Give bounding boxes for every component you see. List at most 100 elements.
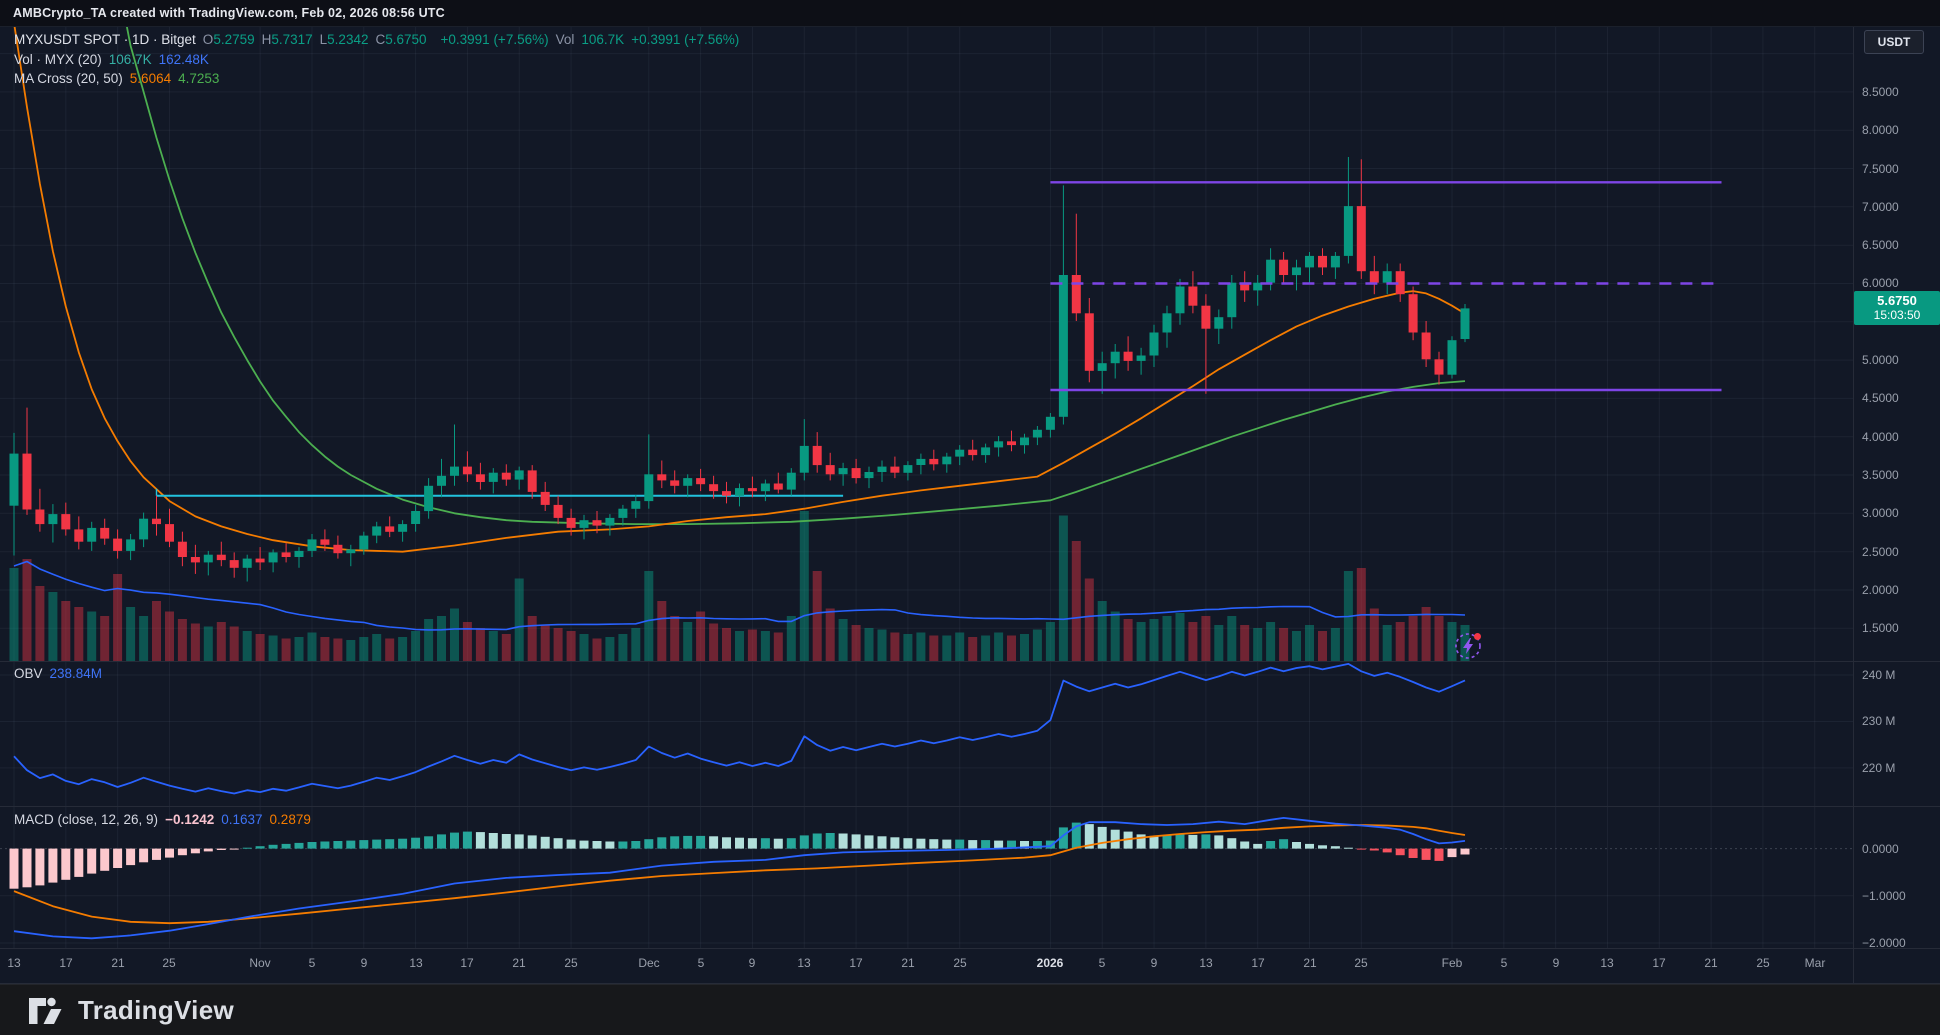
- time-axis-label: 9: [1552, 956, 1560, 970]
- live-pulse-icon: [1455, 633, 1481, 659]
- price-axis-label: 3.0000: [1862, 506, 1899, 521]
- obv-axis-label: 240 M: [1862, 668, 1896, 682]
- price-axis-label: 7.0000: [1862, 199, 1899, 214]
- tradingview-wordmark: TradingView: [78, 995, 234, 1025]
- time-axis-label: 21: [901, 956, 915, 970]
- time-axis-label: 13: [1199, 956, 1213, 970]
- macd-main-line: [13, 817, 1466, 940]
- price-axis-label: 7.5000: [1862, 161, 1899, 176]
- ohlc-value: 5.2759: [213, 32, 255, 47]
- header-bar: AMBCrypto_TA created with TradingView.co…: [0, 0, 1940, 27]
- vol-key: Vol: [555, 32, 575, 47]
- time-axis-label: 5: [1500, 956, 1508, 970]
- time-axis-label: 13: [409, 956, 423, 970]
- time-axis-label: 5: [697, 956, 705, 970]
- ohlc-key: O: [202, 32, 214, 47]
- obv-line: [13, 663, 1466, 795]
- ma50-line: [124, 18, 1466, 525]
- obv-value: 238.84M: [49, 666, 103, 681]
- time-axis-label: Mar: [1804, 956, 1826, 970]
- symbol-legend-row[interactable]: MYXUSDT SPOT · 1D · Bitget O5.2759 H5.731…: [14, 32, 739, 47]
- ma-cross-legend-row[interactable]: MA Cross (20, 50) 5.6064 4.7253: [14, 71, 219, 86]
- price-axis-label: 4.0000: [1862, 429, 1899, 444]
- time-axis-label: 9: [748, 956, 756, 970]
- obv-title: OBV: [14, 666, 43, 681]
- countdown-timer: 15:03:50: [1873, 308, 1921, 323]
- ma-fast-value: 5.6064: [129, 71, 172, 86]
- price-axis-label: 2.5000: [1862, 544, 1899, 559]
- time-axis-label: Nov: [249, 956, 271, 970]
- ma-cross-title: MA Cross (20, 50): [14, 71, 123, 86]
- time-axis-label: 25: [564, 956, 578, 970]
- obv-legend-row[interactable]: OBV 238.84M: [14, 666, 102, 681]
- time-axis-label: 2026: [1036, 956, 1064, 970]
- ohlc-key: L: [319, 32, 328, 47]
- time-axis-label: 9: [360, 956, 368, 970]
- obv-axis-label: 230 M: [1862, 714, 1896, 729]
- macd-legend-row[interactable]: MACD (close, 12, 26, 9) −0.1242 0.1637 0…: [14, 812, 311, 827]
- ma-slow-value: 4.7253: [178, 71, 220, 86]
- volume-indicator-title: Vol · MYX (20): [14, 52, 102, 67]
- time-axis-label: 17: [59, 956, 73, 970]
- time-axis-label: 21: [512, 956, 526, 970]
- ohlc-value: 5.7317: [271, 32, 313, 47]
- time-axis-label: 25: [953, 956, 967, 970]
- time-axis-label: 17: [460, 956, 474, 970]
- last-price-value: 5.6750: [1877, 293, 1917, 309]
- ohlc-value: 5.6750: [385, 32, 427, 47]
- macd-axis-label: −1.0000: [1862, 888, 1906, 903]
- price-axis-label: 6.0000: [1862, 276, 1899, 291]
- time-axis-label: 17: [849, 956, 863, 970]
- footer-bar: TradingView: [0, 984, 1940, 1035]
- time-axis-label: Feb: [1441, 956, 1463, 970]
- price-axis-label: 5.0000: [1862, 353, 1899, 368]
- price-axis-label: 8.5000: [1862, 84, 1899, 99]
- time-axis-label: 17: [1251, 956, 1265, 970]
- price-axis-label: 3.5000: [1862, 468, 1899, 483]
- grid-horizontal: [0, 53, 1853, 944]
- time-axis-label: 5: [1098, 956, 1106, 970]
- vol-change: +0.3991 (+7.56%): [631, 32, 740, 47]
- time-axis-label: 13: [1600, 956, 1614, 970]
- time-axis-label: 13: [7, 956, 21, 970]
- price-axis-label: 8.0000: [1862, 123, 1899, 138]
- macd-axis-label: 0.0000: [1862, 841, 1899, 856]
- macd-hist-value: −0.1242: [165, 812, 215, 827]
- volume-indicator-legend-row[interactable]: Vol · MYX (20) 106.7K 162.48K: [14, 52, 209, 67]
- grid-vertical: [13, 26, 1816, 949]
- macd-axis-label: −2.0000: [1862, 936, 1906, 950]
- time-axis-label: 9: [1150, 956, 1158, 970]
- time-axis-label: 21: [1704, 956, 1718, 970]
- time-axis-label: 21: [111, 956, 125, 970]
- time-axis-label: 17: [1652, 956, 1666, 970]
- header-title: AMBCrypto_TA created with TradingView.co…: [13, 6, 445, 20]
- price-axis-label: 2.0000: [1862, 582, 1899, 597]
- time-axis-label: 21: [1303, 956, 1317, 970]
- candlestick-series: [9, 157, 1470, 582]
- price-axis-label: 1.5000: [1862, 621, 1899, 636]
- vol-value: 106.7K: [581, 32, 625, 47]
- ohlc-key: H: [261, 32, 272, 47]
- macd-histogram: [9, 822, 1470, 889]
- volume-bars: [9, 511, 1470, 661]
- currency-usdt-button[interactable]: USDT: [1864, 30, 1924, 54]
- ma20-line: [13, 22, 1466, 553]
- ohlc-values: O5.2759 H5.7317 L5.2342 C5.6750: [203, 32, 434, 47]
- time-axis-label: Dec: [638, 956, 660, 970]
- volume-ma-line: [13, 560, 1466, 631]
- last-price-badge: 5.6750 15:03:50: [1854, 291, 1940, 326]
- tradingview-logo-icon: [29, 997, 62, 1024]
- tradingview-logo[interactable]: TradingView: [28, 995, 234, 1026]
- macd-signal-value: 0.2879: [269, 812, 311, 827]
- time-axis-label: 5: [308, 956, 316, 970]
- time-axis[interactable]: 13 17 21 25 Nov 5 9 13 17 21 25 Dec 5 9 13 17 21 25 2026 5 9…: [0, 949, 1853, 984]
- price-axis-label: 4.5000: [1862, 391, 1899, 406]
- price-axis[interactable]: USDT 5.6750 15:03:50 8.5000 8.0000 7.5000 7…: [1853, 26, 1940, 984]
- volume-indicator-value: 106.7K: [108, 52, 152, 67]
- macd-signal-line: [13, 824, 1466, 925]
- symbol-title: MYXUSDT SPOT · 1D · Bitget: [14, 32, 196, 47]
- ohlc-key: C: [375, 32, 386, 47]
- time-axis-label: 25: [162, 956, 176, 970]
